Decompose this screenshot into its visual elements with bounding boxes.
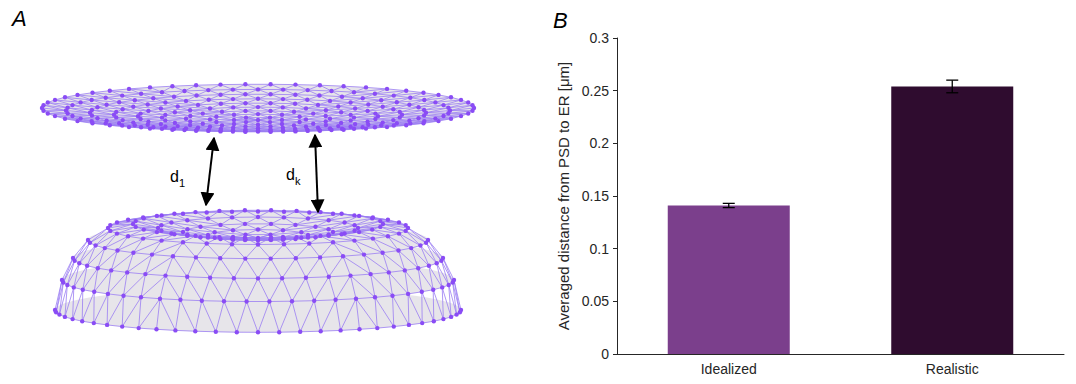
svg-text:0: 0 [601,346,609,362]
svg-text:A: A [10,6,27,31]
svg-text:0.3: 0.3 [590,30,610,46]
svg-text:0.25: 0.25 [582,83,609,99]
svg-text:d1: d1 [170,168,185,189]
svg-text:B: B [553,8,568,33]
svg-text:Averaged distance from PSD to: Averaged distance from PSD to ER [μm] [555,62,572,330]
svg-text:0.1: 0.1 [590,241,610,257]
svg-text:0.15: 0.15 [582,188,609,204]
svg-text:0.2: 0.2 [590,135,610,151]
svg-text:0.05: 0.05 [582,293,609,309]
svg-text:Idealized: Idealized [701,361,757,377]
svg-text:dk: dk [286,166,301,187]
svg-text:Realistic: Realistic [926,361,979,377]
